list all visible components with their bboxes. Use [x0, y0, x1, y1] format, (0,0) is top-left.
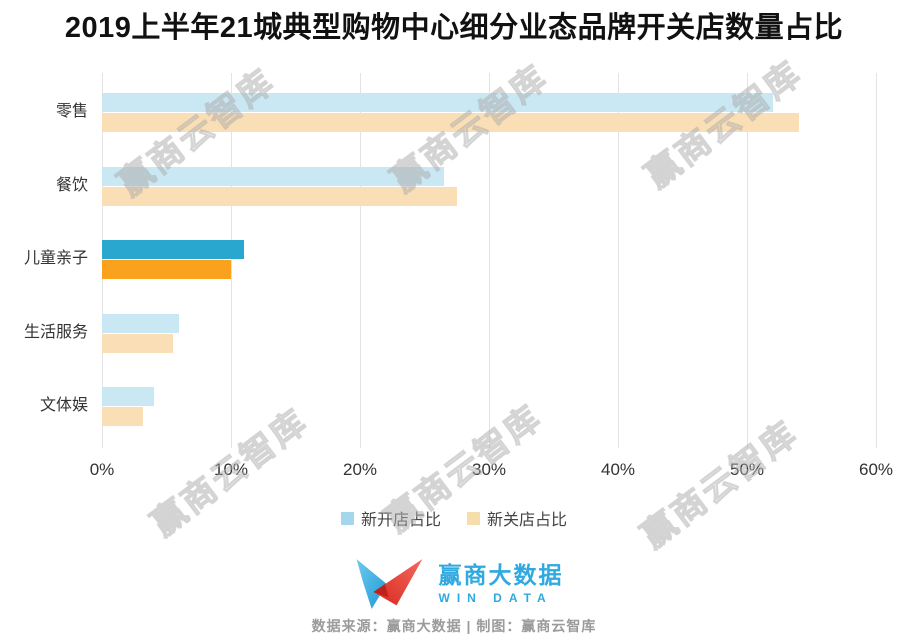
- bar-close-5: [102, 407, 144, 426]
- legend-label-close: 新关店占比: [487, 512, 568, 529]
- gridline: [618, 73, 619, 448]
- data-source-caption: 数据来源：赢商大数据 | 制图：赢商云智库: [311, 618, 597, 634]
- bar-open-1: [102, 93, 773, 112]
- logo-english-name: WIN DATA: [438, 590, 553, 605]
- windata-logo-text: 赢商大数据 WIN DATA: [439, 562, 564, 605]
- chart-title: 2019上半年21城典型购物中心细分业态品牌开关店数量占比: [64, 12, 844, 44]
- x-axis-tick-label: 10%: [213, 460, 249, 479]
- bar-close-2: [102, 186, 457, 206]
- x-axis-tick-label: 60%: [858, 460, 894, 479]
- bar-open-3: [102, 240, 244, 259]
- bar-open-5: [102, 387, 154, 406]
- x-axis-tick-label: 20%: [342, 460, 378, 479]
- bar-open-2: [102, 166, 444, 186]
- category-label: 餐饮: [55, 176, 88, 194]
- x-axis-tick-label: 0%: [89, 460, 115, 479]
- legend-item-close: 新关店占比: [467, 506, 567, 530]
- bar-open-4: [102, 313, 180, 333]
- legend-swatch-open-icon: [340, 511, 354, 525]
- gridline: [360, 73, 361, 448]
- bar-close-4: [102, 333, 173, 353]
- legend-item-open: 新开店占比: [340, 506, 441, 530]
- gridline: [747, 73, 748, 448]
- bar-close-3: [102, 260, 231, 279]
- gridline: [231, 73, 232, 448]
- legend-label-open: 新开店占比: [360, 512, 441, 529]
- category-label: 生活服务: [23, 323, 88, 341]
- legend: 新开店占比 新关店占比: [0, 506, 908, 530]
- category-label: 零售: [55, 103, 88, 120]
- x-axis-tick-label: 40%: [600, 460, 636, 479]
- gridline: [489, 73, 490, 448]
- category-label: 文体娱: [39, 397, 88, 414]
- category-label: 儿童亲子: [23, 250, 88, 267]
- gridline: [876, 73, 877, 448]
- plot-area: [102, 73, 877, 448]
- x-axis-tick-label: 30%: [471, 460, 507, 479]
- x-axis-tick-label: 50%: [729, 460, 765, 479]
- logo-chinese-name: 赢商大数据: [438, 562, 564, 589]
- brand-footer: 赢商大数据 WIN DATA: [0, 556, 908, 612]
- windata-logo-icon: [356, 559, 422, 609]
- legend-swatch-close-icon: [467, 511, 480, 525]
- bar-close-1: [102, 113, 799, 132]
